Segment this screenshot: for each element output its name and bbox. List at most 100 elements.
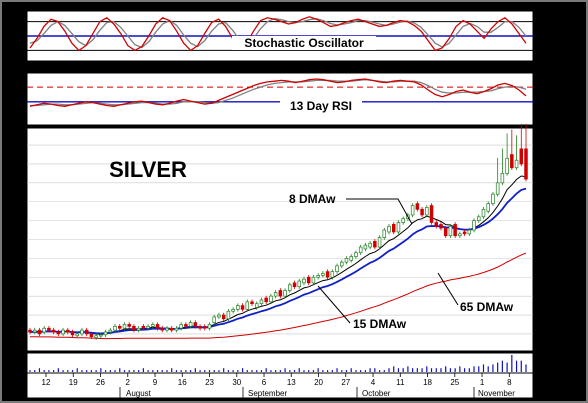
candle-body — [486, 203, 490, 212]
candle-body — [94, 335, 98, 339]
volume-tick: 10000 — [2, 355, 25, 364]
stoch-left-tick: 60 — [15, 27, 24, 36]
candle-body — [127, 324, 131, 327]
candle-body — [311, 276, 316, 284]
candle-body — [179, 324, 183, 329]
candle-body — [217, 314, 221, 318]
candle-body — [32, 329, 37, 333]
candle-body — [330, 271, 335, 278]
candle-body — [245, 301, 250, 310]
candle-body — [458, 233, 462, 237]
candle-body — [358, 246, 363, 254]
candle-body — [188, 322, 193, 327]
date-tick-label: 15 — [532, 378, 541, 387]
candle-body — [236, 305, 240, 310]
date-tick-label: 2 — [126, 378, 131, 387]
ma15-line — [29, 187, 527, 335]
rsi-right-tick: 70 — [537, 83, 546, 92]
date-tick-label: 20 — [314, 378, 323, 387]
candle-body — [519, 148, 524, 165]
candle-body — [325, 271, 330, 278]
candle-body — [396, 222, 401, 233]
candle-body — [132, 325, 136, 331]
price-right-tick: 23 — [537, 236, 546, 245]
price-right-tick: 20 — [537, 292, 546, 301]
stoch-label-bg — [232, 36, 376, 50]
candle-body — [462, 231, 467, 235]
candle-body — [434, 222, 439, 227]
candle-body — [288, 284, 292, 291]
candle-body — [491, 193, 495, 204]
candle-body — [264, 297, 268, 303]
candle-body — [415, 203, 420, 210]
candle-body — [382, 229, 387, 238]
candle-body — [363, 244, 368, 250]
candle-body — [51, 329, 56, 333]
price-left-tick: 28 — [15, 141, 24, 150]
candle-body — [136, 327, 141, 331]
stoch-right-tick: 20 — [537, 46, 546, 55]
date-tick-label: 6 — [262, 378, 267, 387]
rsi-right-tick: 60 — [537, 90, 546, 99]
candle-body — [141, 325, 146, 329]
candle-body — [401, 218, 405, 223]
price-left-tick: 20 — [15, 292, 24, 301]
candle-body — [99, 334, 103, 337]
candle-body — [335, 265, 339, 272]
candle-body — [368, 242, 372, 248]
candle-body — [108, 329, 113, 333]
candle-body — [269, 295, 273, 303]
ma65-arrow — [437, 272, 459, 306]
candle-body — [84, 329, 89, 335]
ma8-annotation: 8 DMAw — [289, 192, 336, 206]
price-left-tick: 21 — [15, 273, 24, 282]
candle-body — [524, 148, 528, 180]
stoch-left-tick: 80 — [15, 18, 24, 27]
month-label: October — [362, 389, 391, 398]
candle-body — [174, 327, 179, 331]
candle-body — [340, 261, 344, 267]
candle-body — [448, 225, 453, 237]
candle-body — [207, 324, 212, 329]
rsi-left-tick: 60 — [15, 90, 24, 99]
candle-body — [420, 208, 424, 216]
date-tick-label: 11 — [396, 378, 405, 387]
rsi-right-tick: 80 — [537, 76, 546, 85]
month-label: November — [478, 389, 515, 398]
price-title: SILVER — [109, 157, 187, 182]
candle-body — [472, 220, 476, 231]
price-right-tick: 19 — [537, 311, 546, 320]
rsi-right-tick: 20 — [537, 78, 546, 87]
stoch-right-tick: 80 — [537, 18, 546, 27]
date-tick-label: 27 — [341, 378, 350, 387]
candle-body — [453, 224, 457, 237]
price-right-tick: 26 — [537, 179, 546, 188]
candle-body — [70, 331, 75, 336]
candle-body — [231, 309, 235, 312]
price-left-tick: 27 — [15, 160, 24, 169]
candle-body — [28, 329, 32, 333]
candle-body — [425, 207, 429, 216]
stochastic-title: Stochastic Oscillator — [244, 36, 364, 50]
price-right-tick: 24 — [537, 217, 546, 226]
rsi-left-tick: 80 — [15, 76, 24, 85]
ma65-annotation: 65 DMAw — [460, 300, 514, 314]
candle-body — [37, 329, 42, 335]
price-left-tick: 23 — [15, 236, 24, 245]
month-label: August — [126, 389, 152, 398]
candle-body — [122, 324, 127, 329]
candle-body — [387, 225, 391, 233]
candle-body — [292, 282, 297, 288]
candle-body — [273, 292, 278, 297]
price-left-tick: 26 — [15, 179, 24, 188]
candle-body — [467, 229, 472, 235]
stoch-left-tick: 40 — [15, 37, 24, 46]
candle-body — [510, 154, 514, 169]
date-tick-label: 12 — [42, 378, 51, 387]
date-axis-panel — [26, 372, 534, 399]
candle-body — [443, 227, 448, 237]
candle-body — [391, 224, 396, 233]
candle-body — [429, 205, 434, 223]
candle-body — [184, 324, 188, 327]
